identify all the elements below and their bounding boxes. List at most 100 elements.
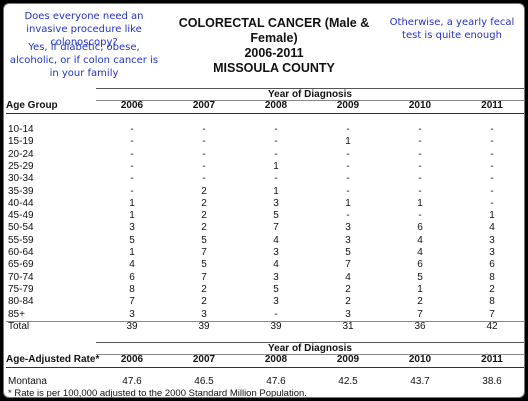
table1-year-2011: 2011 <box>481 100 503 111</box>
table-cell: 7 <box>273 222 279 234</box>
table-cell: 2 <box>345 283 351 295</box>
table-cell: 1 <box>129 197 135 209</box>
table2-year-2010: 2010 <box>408 354 432 365</box>
table-cell: 3 <box>201 308 207 320</box>
table-cell: - <box>418 136 422 148</box>
table-cell: 1 <box>417 283 423 295</box>
report-page: Does everyone need an invasive procedure… <box>3 3 525 398</box>
table-cell: - <box>418 148 422 160</box>
table-cell: 6 <box>489 259 495 271</box>
table-cell: 5 <box>129 234 135 246</box>
table-cell: 6 <box>417 222 423 234</box>
table-cell: - <box>130 148 134 160</box>
table-cell: 2 <box>201 222 207 234</box>
table-cell: 5 <box>417 271 423 283</box>
age-group-label: 70-74 <box>8 271 34 283</box>
table-cell: 2 <box>201 296 207 308</box>
table-cell: - <box>418 185 422 197</box>
montana-2008: 47.6 <box>266 376 286 387</box>
table-cell: 1 <box>129 247 135 258</box>
age-group-label: 20-24 <box>8 148 34 160</box>
age-group-label: 85+ <box>8 308 25 320</box>
table1-year-2009: 2009 <box>336 100 360 111</box>
total-2007: 39 <box>198 321 210 332</box>
age-group-label: 25-29 <box>8 160 34 172</box>
table-cell: - <box>274 173 278 185</box>
table-cell: 2 <box>201 283 207 295</box>
total-2008: 39 <box>270 321 282 332</box>
table-cell: 3 <box>129 222 135 234</box>
montana-2007: 46.5 <box>194 376 214 387</box>
table-cell: 4 <box>273 234 279 246</box>
table-cell: - <box>202 136 206 148</box>
age-group-label: 15-19 <box>8 136 34 148</box>
total-2010: 36 <box>414 321 426 332</box>
table-cell: 2 <box>417 296 423 308</box>
montana-2011: 38.6 <box>482 376 502 387</box>
age-group-label: 60-64 <box>8 247 34 258</box>
table1-band-header: Year of Diagnosis <box>96 88 524 100</box>
table-cell: - <box>202 124 206 135</box>
age-group-label: 75-79 <box>8 283 34 295</box>
page-title: COLORECTAL CANCER (Male & Female) 2006-2… <box>164 16 384 76</box>
title-line-1: COLORECTAL CANCER (Male & Female) <box>178 16 370 45</box>
table-cell: - <box>346 185 350 197</box>
note-question: Does everyone need an invasive procedure… <box>24 11 144 48</box>
table-cell: 8 <box>489 271 495 283</box>
table-cell: 2 <box>345 296 351 308</box>
table2-year-2011: 2011 <box>481 354 503 365</box>
table1-age-group-header: Age Group <box>6 100 58 111</box>
total-label: Total <box>8 321 30 332</box>
total-2009: 31 <box>342 321 354 332</box>
montana-2006: 47.6 <box>122 376 142 387</box>
table1-year-2007: 2007 <box>192 100 216 111</box>
table-cell: - <box>418 173 422 185</box>
table2-year-2006: 2006 <box>120 354 144 365</box>
table-cell: - <box>490 185 494 197</box>
table-cell: - <box>490 124 494 135</box>
table-cell: - <box>490 148 494 160</box>
table-cell: - <box>418 210 422 222</box>
title-line-3: MISSOULA COUNTY <box>213 61 335 75</box>
age-group-label: 30-34 <box>8 173 34 185</box>
table-cell: 4 <box>489 222 495 234</box>
table-cell: 5 <box>273 210 279 222</box>
table-cell: - <box>490 136 494 148</box>
table-cell: 1 <box>129 210 135 222</box>
table-cell: - <box>490 160 494 172</box>
table-cell: - <box>346 173 350 185</box>
title-line-2: 2006-2011 <box>244 46 304 60</box>
table-cell: 3 <box>489 234 495 246</box>
table-cell: 5 <box>273 283 279 295</box>
table-cell: - <box>418 124 422 135</box>
table-cell: 2 <box>201 185 207 197</box>
table-cell: 3 <box>345 222 351 234</box>
table-cell: 5 <box>201 259 207 271</box>
table-cell: 3 <box>489 247 495 258</box>
montana-2010: 43.7 <box>410 376 430 387</box>
table1-band-rule <box>96 100 524 101</box>
table-cell: 3 <box>273 247 279 258</box>
table-cell: 7 <box>417 308 423 320</box>
table-cell: 3 <box>273 197 279 209</box>
age-group-label: 40-44 <box>8 197 34 209</box>
table-cell: - <box>130 173 134 185</box>
table-cell: 2 <box>489 283 495 295</box>
table2-header-rule <box>6 367 524 368</box>
table-cell: - <box>130 124 134 135</box>
table-cell: 5 <box>345 247 351 258</box>
table-cell: 3 <box>129 308 135 320</box>
table-cell: - <box>490 197 494 209</box>
table-cell: 1 <box>345 197 351 209</box>
table-cell: 1 <box>273 160 279 172</box>
table2-band-rule <box>96 354 524 355</box>
age-group-label: 35-39 <box>8 185 34 197</box>
table-cell: 1 <box>273 185 279 197</box>
table-cell: - <box>490 173 494 185</box>
table-cell: 8 <box>489 296 495 308</box>
table-cell: - <box>418 160 422 172</box>
table2-year-2009: 2009 <box>336 354 360 365</box>
table-cell: 2 <box>201 197 207 209</box>
table-cell: - <box>274 148 278 160</box>
table-cell: 2 <box>201 210 207 222</box>
